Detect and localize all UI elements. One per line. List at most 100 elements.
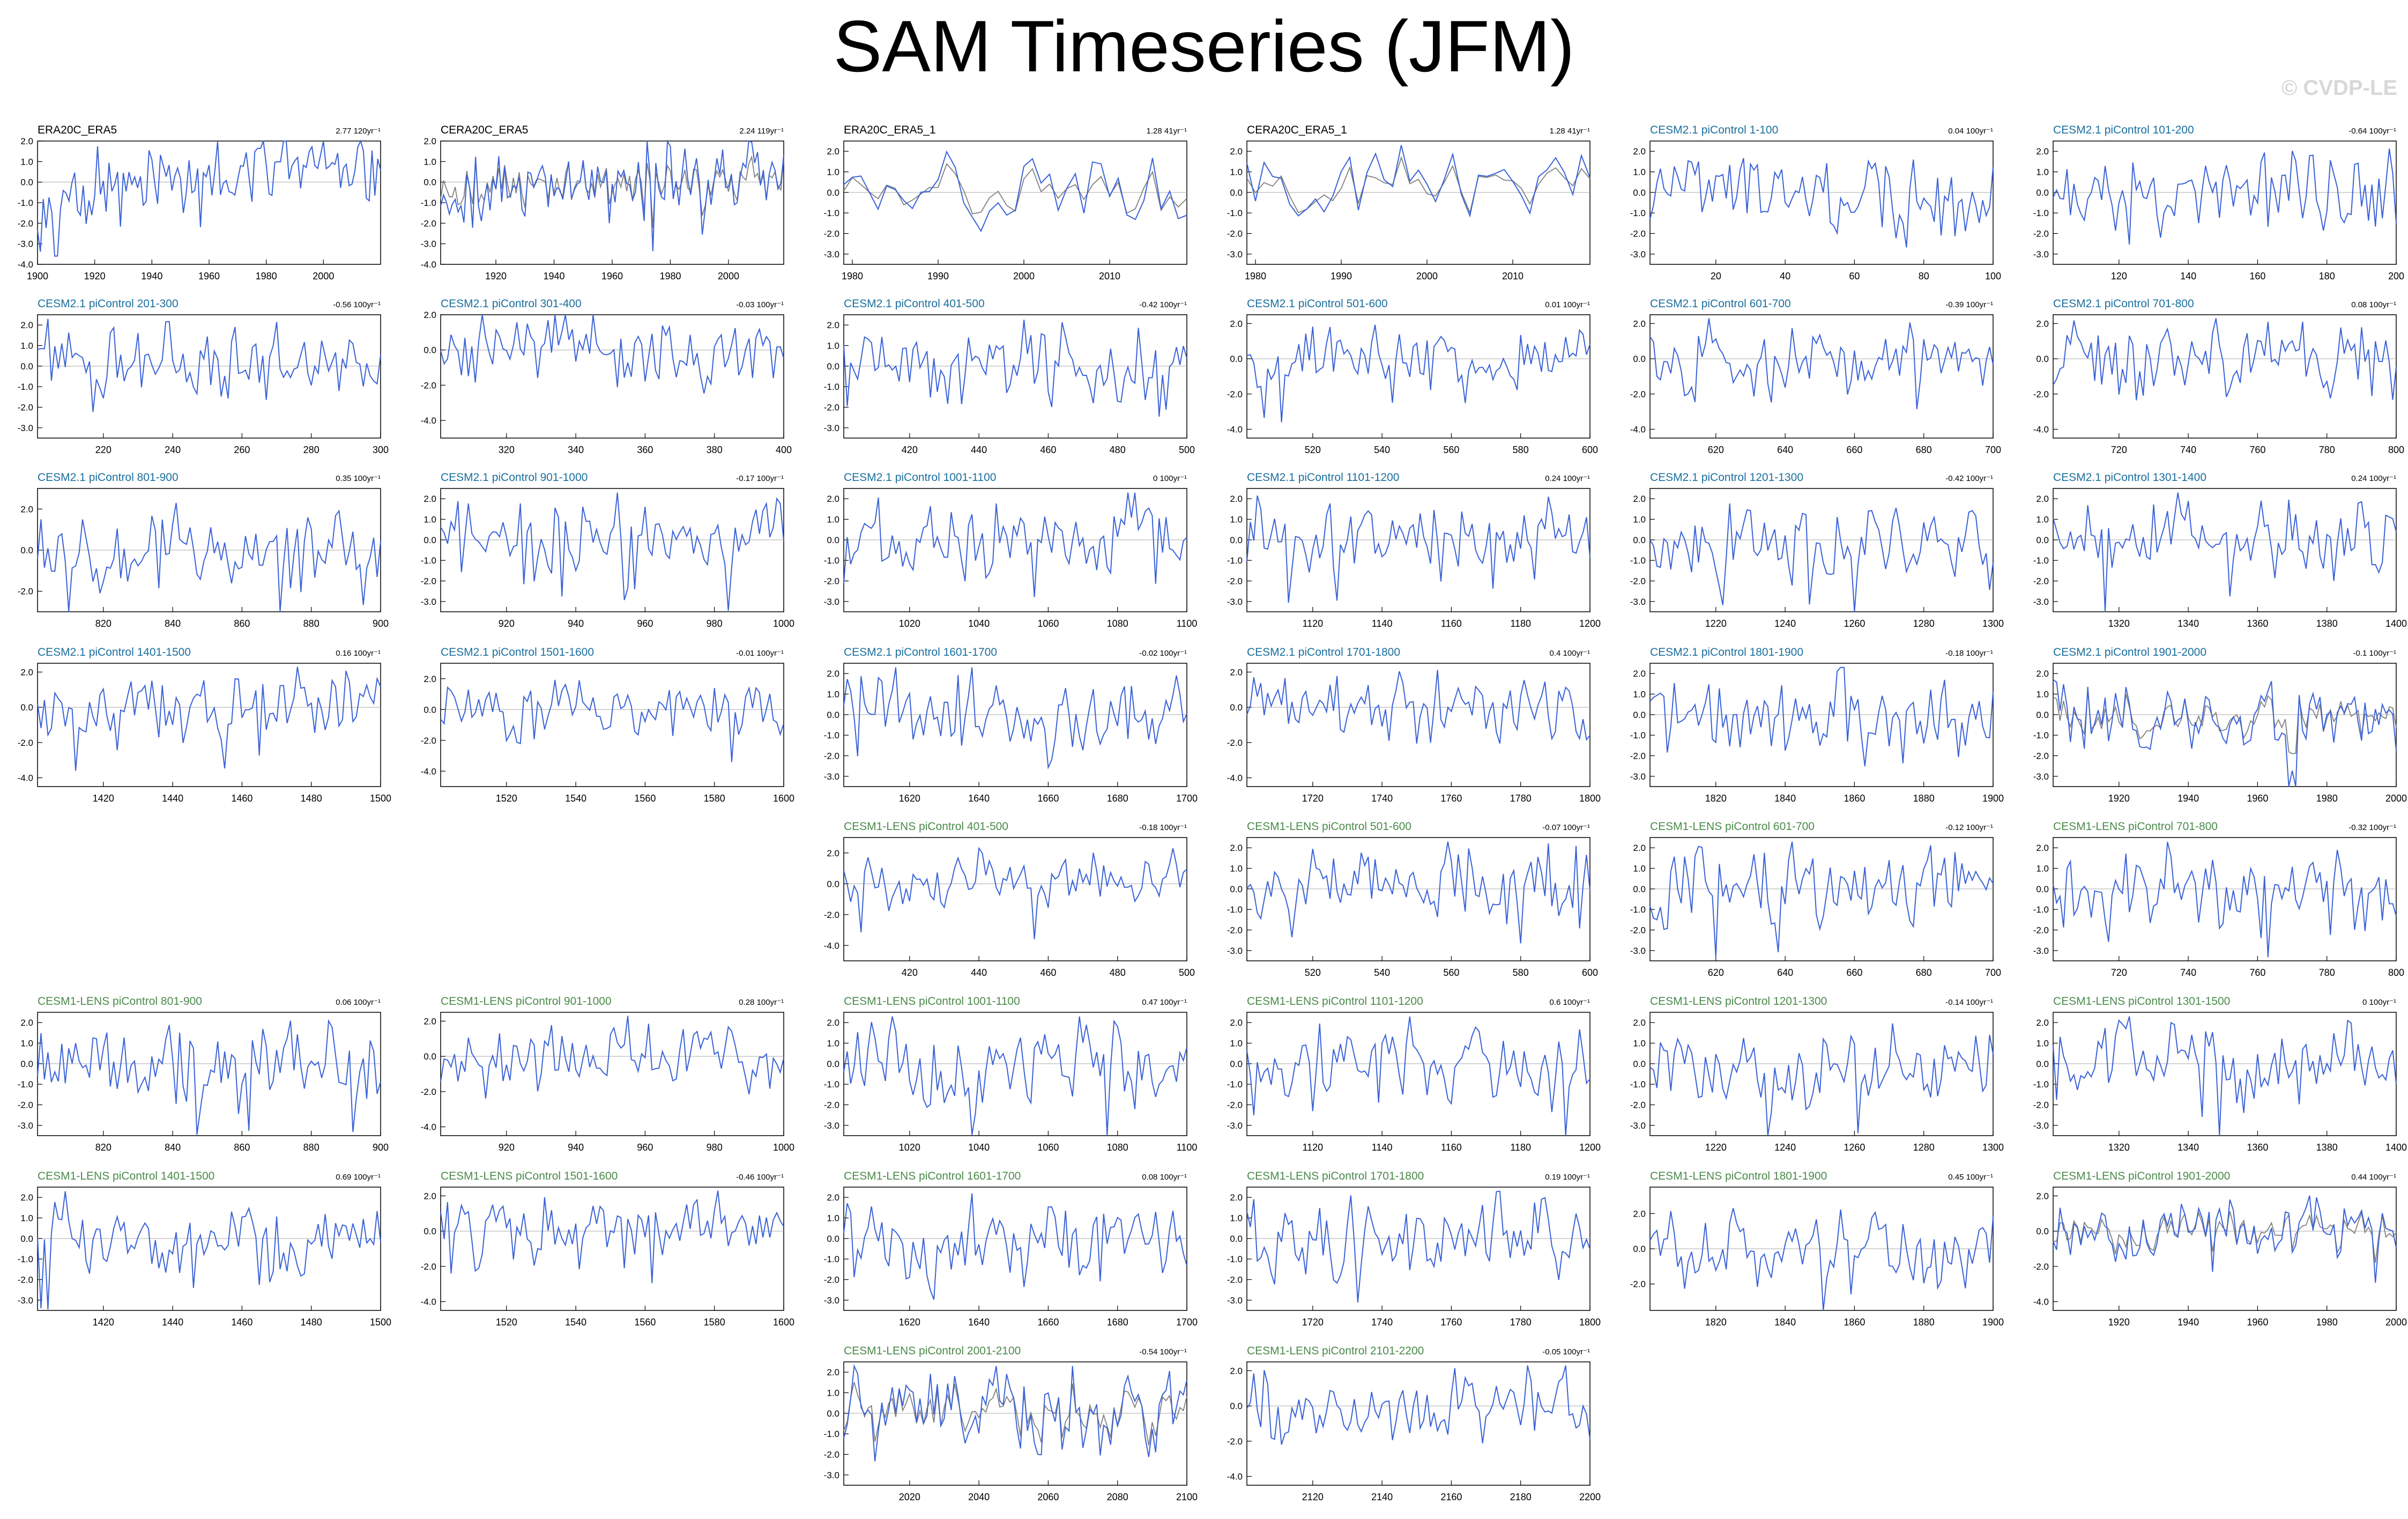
x-tick-label: 2010 xyxy=(1099,271,1120,281)
y-tick-label: -1.0 xyxy=(18,198,33,208)
panel: CESM1-LENS piControl 601-700 -0.12 100yr⁻… xyxy=(1630,820,2001,978)
x-tick-label: 440 xyxy=(971,444,987,455)
plot-frame xyxy=(843,837,1187,961)
y-tick-label: -4.0 xyxy=(421,260,436,270)
panel: CESM2.1 piControl 601-700 -0.39 100yr⁻¹ 2.… xyxy=(1630,298,2001,455)
y-tick-label: -1.0 xyxy=(1227,208,1243,218)
x-tick-label: 1020 xyxy=(899,1142,920,1153)
sam-series-line xyxy=(1246,145,1591,218)
y-tick-label: 1.0 xyxy=(20,157,33,167)
y-tick-label: -4.0 xyxy=(2033,1297,2049,1307)
x-tick-label: 1000 xyxy=(773,618,794,629)
y-tick-label: -1.0 xyxy=(1227,905,1243,915)
panel: CESM1-LENS piControl 1101-1200 0.6 100yr⁻… xyxy=(1227,995,1601,1153)
y-tick-label: 1.0 xyxy=(1633,690,1646,700)
sam-series-line xyxy=(1246,324,1591,423)
y-tick-label: -2.0 xyxy=(2033,229,2049,239)
y-tick-label: -3.0 xyxy=(18,239,33,249)
y-tick-label: 2.0 xyxy=(827,320,839,330)
x-tick-label: 2040 xyxy=(968,1492,990,1502)
y-tick-label: -3.0 xyxy=(824,597,839,607)
y-tick-label: -3.0 xyxy=(824,1121,839,1131)
x-tick-label: 1360 xyxy=(2247,1142,2268,1153)
x-tick-label: 1920 xyxy=(84,271,106,281)
panel-title: CESM1-LENS piControl 1401-1500 xyxy=(38,1170,214,1182)
y-tick-label: -2.0 xyxy=(421,1262,436,1272)
y-tick-label: 1.0 xyxy=(827,1388,839,1398)
y-tick-label: -3.0 xyxy=(1227,1295,1243,1306)
x-tick-label: 1060 xyxy=(1037,1142,1059,1153)
panel: CESM1-LENS piControl 1601-1700 0.08 100yr… xyxy=(824,1170,1198,1328)
y-tick-label: -2.0 xyxy=(824,751,839,761)
y-tick-label: 1.0 xyxy=(423,515,436,525)
trend-label: -0.56 100yr⁻¹ xyxy=(333,300,381,309)
y-tick-label: -2.0 xyxy=(824,1450,839,1460)
panel: CESM1-LENS piControl 1901-2000 0.44 100yr… xyxy=(2033,1170,2407,1328)
y-tick-label: 0.0 xyxy=(1230,702,1243,713)
y-tick-label: -1.0 xyxy=(2033,905,2049,915)
x-tick-label: 2000 xyxy=(718,271,739,281)
x-tick-label: 1020 xyxy=(899,618,920,629)
x-tick-label: 840 xyxy=(165,1142,181,1153)
x-tick-label: 360 xyxy=(637,444,653,455)
y-tick-label: -2.0 xyxy=(1227,1436,1243,1447)
x-tick-label: 880 xyxy=(303,618,319,629)
x-tick-label: 800 xyxy=(2388,444,2404,455)
x-tick-label: 1940 xyxy=(544,271,565,281)
x-tick-label: 300 xyxy=(373,444,389,455)
x-tick-label: 1300 xyxy=(1982,618,2004,629)
y-tick-label: -2.0 xyxy=(2033,925,2049,936)
x-tick-label: 520 xyxy=(1305,444,1321,455)
x-tick-label: 2080 xyxy=(1107,1492,1128,1502)
y-tick-label: 2.0 xyxy=(1230,494,1243,504)
y-tick-label: -2.0 xyxy=(1630,751,1646,761)
x-tick-label: 1280 xyxy=(1913,1142,1935,1153)
sam-series-line xyxy=(1246,1190,1591,1303)
x-tick-label: 760 xyxy=(2249,444,2265,455)
y-tick-label: -1.0 xyxy=(1630,730,1646,740)
x-tick-label: 1180 xyxy=(1510,1142,1531,1153)
y-tick-label: 1.0 xyxy=(2036,1039,2049,1049)
x-tick-label: 1940 xyxy=(2177,1317,2199,1328)
x-tick-label: 900 xyxy=(373,618,389,629)
sam-series-line xyxy=(37,1191,381,1310)
panel: CERA20C_ERA5_1 1.28 41yr⁻¹ 2.0 1.0 0.0 -1.0 -2… xyxy=(1227,124,1591,281)
x-tick-label: 180 xyxy=(2319,271,2335,281)
trend-label: -0.54 100yr⁻¹ xyxy=(1139,1347,1187,1357)
panel-title: CESM2.1 piControl 1101-1200 xyxy=(1247,471,1399,484)
x-tick-label: 1340 xyxy=(2177,1142,2199,1153)
y-tick-label: 2.0 xyxy=(827,1367,839,1377)
y-tick-label: 2.0 xyxy=(423,674,436,684)
y-tick-label: 0.0 xyxy=(1230,354,1243,364)
x-tick-label: 1880 xyxy=(1913,793,1935,804)
x-tick-label: 1880 xyxy=(1913,1317,1935,1328)
y-tick-label: 2.0 xyxy=(1230,1366,1243,1376)
trend-label: 0.45 100yr⁻¹ xyxy=(1948,1173,1993,1182)
y-tick-label: 0.0 xyxy=(1230,884,1243,894)
trend-label: 0.24 100yr⁻¹ xyxy=(2351,474,2396,483)
x-tick-label: 1260 xyxy=(1844,1142,1865,1153)
sam-series-line xyxy=(37,666,381,771)
x-tick-label: 620 xyxy=(1708,444,1724,455)
y-tick-label: -2.0 xyxy=(18,1100,33,1110)
x-tick-label: 100 xyxy=(1985,271,2001,281)
y-tick-label: -1.0 xyxy=(824,555,839,566)
panel-title: CESM2.1 piControl 101-200 xyxy=(2053,124,2194,136)
y-tick-label: -2.0 xyxy=(421,218,436,228)
panel-title: CESM1-LENS piControl 501-600 xyxy=(1247,820,1411,833)
x-tick-label: 780 xyxy=(2319,444,2335,455)
y-tick-label: -1.0 xyxy=(421,555,436,566)
x-tick-label: 1520 xyxy=(496,793,517,804)
y-tick-label: -2.0 xyxy=(824,576,839,587)
x-tick-label: 240 xyxy=(165,444,181,455)
x-tick-label: 940 xyxy=(568,1142,584,1153)
y-tick-label: 1.0 xyxy=(1230,864,1243,874)
y-tick-label: 2.0 xyxy=(423,310,436,320)
y-tick-label: 2.0 xyxy=(827,1018,839,1028)
panel: CESM2.1 piControl 401-500 -0.42 100yr⁻¹ 2.… xyxy=(824,298,1195,455)
x-tick-label: 1160 xyxy=(1441,1142,1462,1153)
x-tick-label: 1990 xyxy=(1331,271,1352,281)
x-tick-label: 1520 xyxy=(496,1317,517,1328)
y-tick-label: 0.0 xyxy=(423,1051,436,1062)
x-tick-label: 1640 xyxy=(968,1317,990,1328)
